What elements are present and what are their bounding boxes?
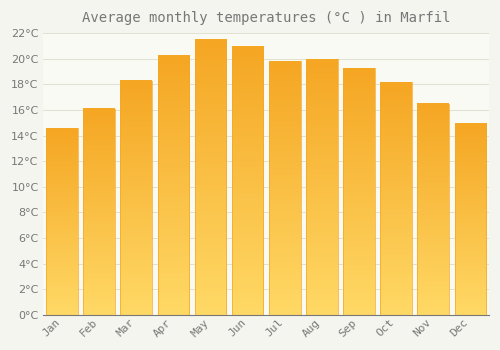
Bar bbox=[84, 109, 115, 315]
Title: Average monthly temperatures (°C ) in Marfil: Average monthly temperatures (°C ) in Ma… bbox=[82, 11, 450, 25]
Bar bbox=[380, 82, 412, 315]
Bar bbox=[158, 55, 189, 315]
Bar bbox=[194, 40, 226, 315]
Bar bbox=[418, 104, 449, 315]
Bar bbox=[46, 128, 78, 315]
Bar bbox=[343, 68, 375, 315]
Bar bbox=[306, 59, 338, 315]
Bar bbox=[454, 123, 486, 315]
Bar bbox=[232, 46, 264, 315]
Bar bbox=[120, 80, 152, 315]
Bar bbox=[269, 61, 300, 315]
